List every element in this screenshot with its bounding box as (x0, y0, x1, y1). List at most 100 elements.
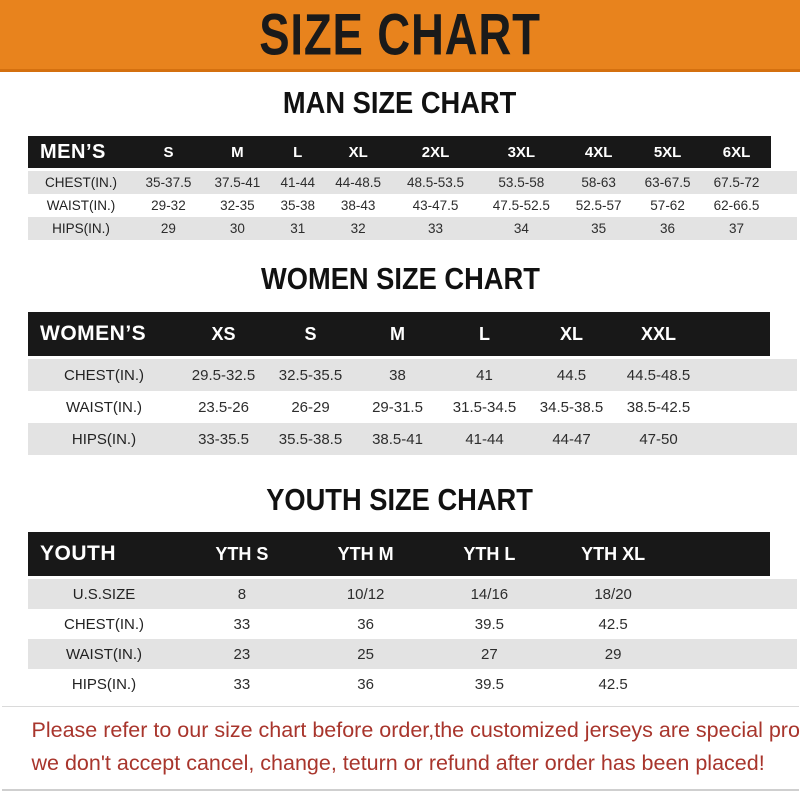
column-header: XL (323, 136, 393, 171)
value-cell: 33 (180, 609, 304, 639)
value-cell: 38.5-41 (354, 423, 441, 455)
row-label: WAIST(IN.) (28, 194, 134, 217)
value-cell: 41-44 (271, 171, 324, 194)
row-label: HIPS(IN.) (28, 217, 134, 240)
value-cell: 37 (702, 217, 771, 240)
row-label: WAIST(IN.) (28, 391, 180, 423)
value-cell: 14/16 (427, 579, 552, 609)
column-header: XL (528, 312, 615, 359)
row-label: CHEST(IN.) (28, 171, 134, 194)
women-size-chart-section: WOMEN SIZE CHART WOMEN’S XS S M L XL XXL CHES… (0, 262, 800, 455)
value-cell: 39.5 (427, 609, 552, 639)
value-cell: 63-67.5 (633, 171, 703, 194)
row-spacer (770, 579, 797, 609)
row-label: U.S.SIZE (28, 579, 180, 609)
value-cell: 35 (564, 217, 634, 240)
men-size-chart-section: MAN SIZE CHART MEN’S S M L XL 2XL 3XL 4XL 5XL 6X… (0, 86, 800, 240)
women-table-corner-label: WOMEN’S (28, 312, 180, 359)
table-row: HIPS(IN.) 33 36 39.5 42.5 (28, 669, 797, 699)
value-cell: 38-43 (323, 194, 393, 217)
header-spacer (771, 136, 797, 171)
women-section-heading: WOMEN SIZE CHART (0, 262, 800, 296)
youth-section-heading-text: YOUTH SIZE CHART (266, 482, 534, 517)
value-cell: 29.5-32.5 (180, 359, 267, 391)
header-spacer (770, 312, 797, 359)
row-spacer (702, 359, 770, 391)
value-cell: 62-66.5 (702, 194, 771, 217)
value-cell: 25 (303, 639, 428, 669)
table-row: U.S.SIZE 8 10/12 14/16 18/20 (28, 579, 797, 609)
row-spacer (675, 609, 770, 639)
value-cell: 44.5 (528, 359, 615, 391)
row-spacer (770, 609, 797, 639)
page-title: SIZE CHART (259, 1, 541, 68)
value-cell: 38 (354, 359, 441, 391)
table-row: CHEST(IN.) 33 36 39.5 42.5 (28, 609, 797, 639)
youth-section-heading: YOUTH SIZE CHART (0, 483, 800, 517)
value-cell: 33 (392, 217, 479, 240)
women-section-heading-text: WOMEN SIZE CHART (260, 261, 540, 296)
value-cell: 36 (633, 217, 703, 240)
value-cell: 36 (303, 669, 428, 699)
value-cell: 35-37.5 (134, 171, 203, 194)
value-cell: 32-35 (202, 194, 272, 217)
row-spacer (770, 669, 797, 699)
banner: SIZE CHART (0, 0, 800, 72)
column-header: XXL (615, 312, 702, 359)
value-cell: 8 (180, 579, 304, 609)
value-cell: 29-31.5 (354, 391, 441, 423)
value-cell: 31 (271, 217, 324, 240)
table-row: CHEST(IN.) 29.5-32.5 32.5-35.5 38 41 44.5 44.5… (28, 359, 797, 391)
column-header: YTH S (180, 532, 304, 579)
value-cell: 37.5-41 (202, 171, 272, 194)
row-spacer (770, 391, 797, 423)
row-spacer (770, 359, 797, 391)
row-spacer (702, 423, 770, 455)
table-row: WAIST(IN.) 23.5-26 26-29 29-31.5 31.5-34.5 34… (28, 391, 797, 423)
value-cell: 30 (202, 217, 272, 240)
row-spacer (771, 171, 797, 194)
value-cell: 29 (134, 217, 203, 240)
row-spacer (771, 194, 797, 217)
column-header: 4XL (564, 136, 634, 171)
value-cell: 23.5-26 (180, 391, 267, 423)
value-cell: 42.5 (551, 669, 675, 699)
value-cell: 10/12 (303, 579, 428, 609)
men-size-table: MEN’S S M L XL 2XL 3XL 4XL 5XL 6XL CHEST(IN.) 35-… (28, 136, 797, 240)
value-cell: 33 (180, 669, 304, 699)
men-table-header-row: MEN’S S M L XL 2XL 3XL 4XL 5XL 6XL (28, 136, 797, 171)
value-cell: 57-62 (633, 194, 703, 217)
value-cell: 33-35.5 (180, 423, 267, 455)
row-label: HIPS(IN.) (28, 669, 180, 699)
table-row: HIPS(IN.) 33-35.5 35.5-38.5 38.5-41 41-44 44-… (28, 423, 797, 455)
footer-note: Please refer to our size chart before or… (1, 706, 800, 791)
row-spacer (770, 639, 797, 669)
value-cell: 53.5-58 (478, 171, 565, 194)
value-cell: 44.5-48.5 (615, 359, 702, 391)
column-header: 3XL (478, 136, 565, 171)
value-cell: 18/20 (551, 579, 675, 609)
row-spacer (702, 391, 770, 423)
value-cell: 43-47.5 (392, 194, 479, 217)
value-cell: 35-38 (271, 194, 324, 217)
value-cell: 31.5-34.5 (441, 391, 528, 423)
column-header: 2XL (392, 136, 479, 171)
value-cell: 48.5-53.5 (392, 171, 479, 194)
value-cell: 39.5 (427, 669, 552, 699)
value-cell: 32.5-35.5 (267, 359, 354, 391)
value-cell: 41 (441, 359, 528, 391)
row-spacer (771, 217, 797, 240)
value-cell: 58-63 (564, 171, 634, 194)
row-label: HIPS(IN.) (28, 423, 180, 455)
column-header: S (267, 312, 354, 359)
value-cell: 42.5 (551, 609, 675, 639)
men-table-corner-label: MEN’S (28, 136, 134, 171)
men-section-heading: MAN SIZE CHART (0, 86, 800, 120)
charts-container: MAN SIZE CHART MEN’S S M L XL 2XL 3XL 4XL 5XL 6X… (0, 86, 800, 699)
table-row: HIPS(IN.) 29 30 31 32 33 34 35 36 37 (28, 217, 797, 240)
column-header: S (134, 136, 203, 171)
row-label: WAIST(IN.) (28, 639, 180, 669)
value-cell: 44-48.5 (323, 171, 393, 194)
column-header: YTH XL (551, 532, 675, 579)
value-cell: 52.5-57 (564, 194, 634, 217)
